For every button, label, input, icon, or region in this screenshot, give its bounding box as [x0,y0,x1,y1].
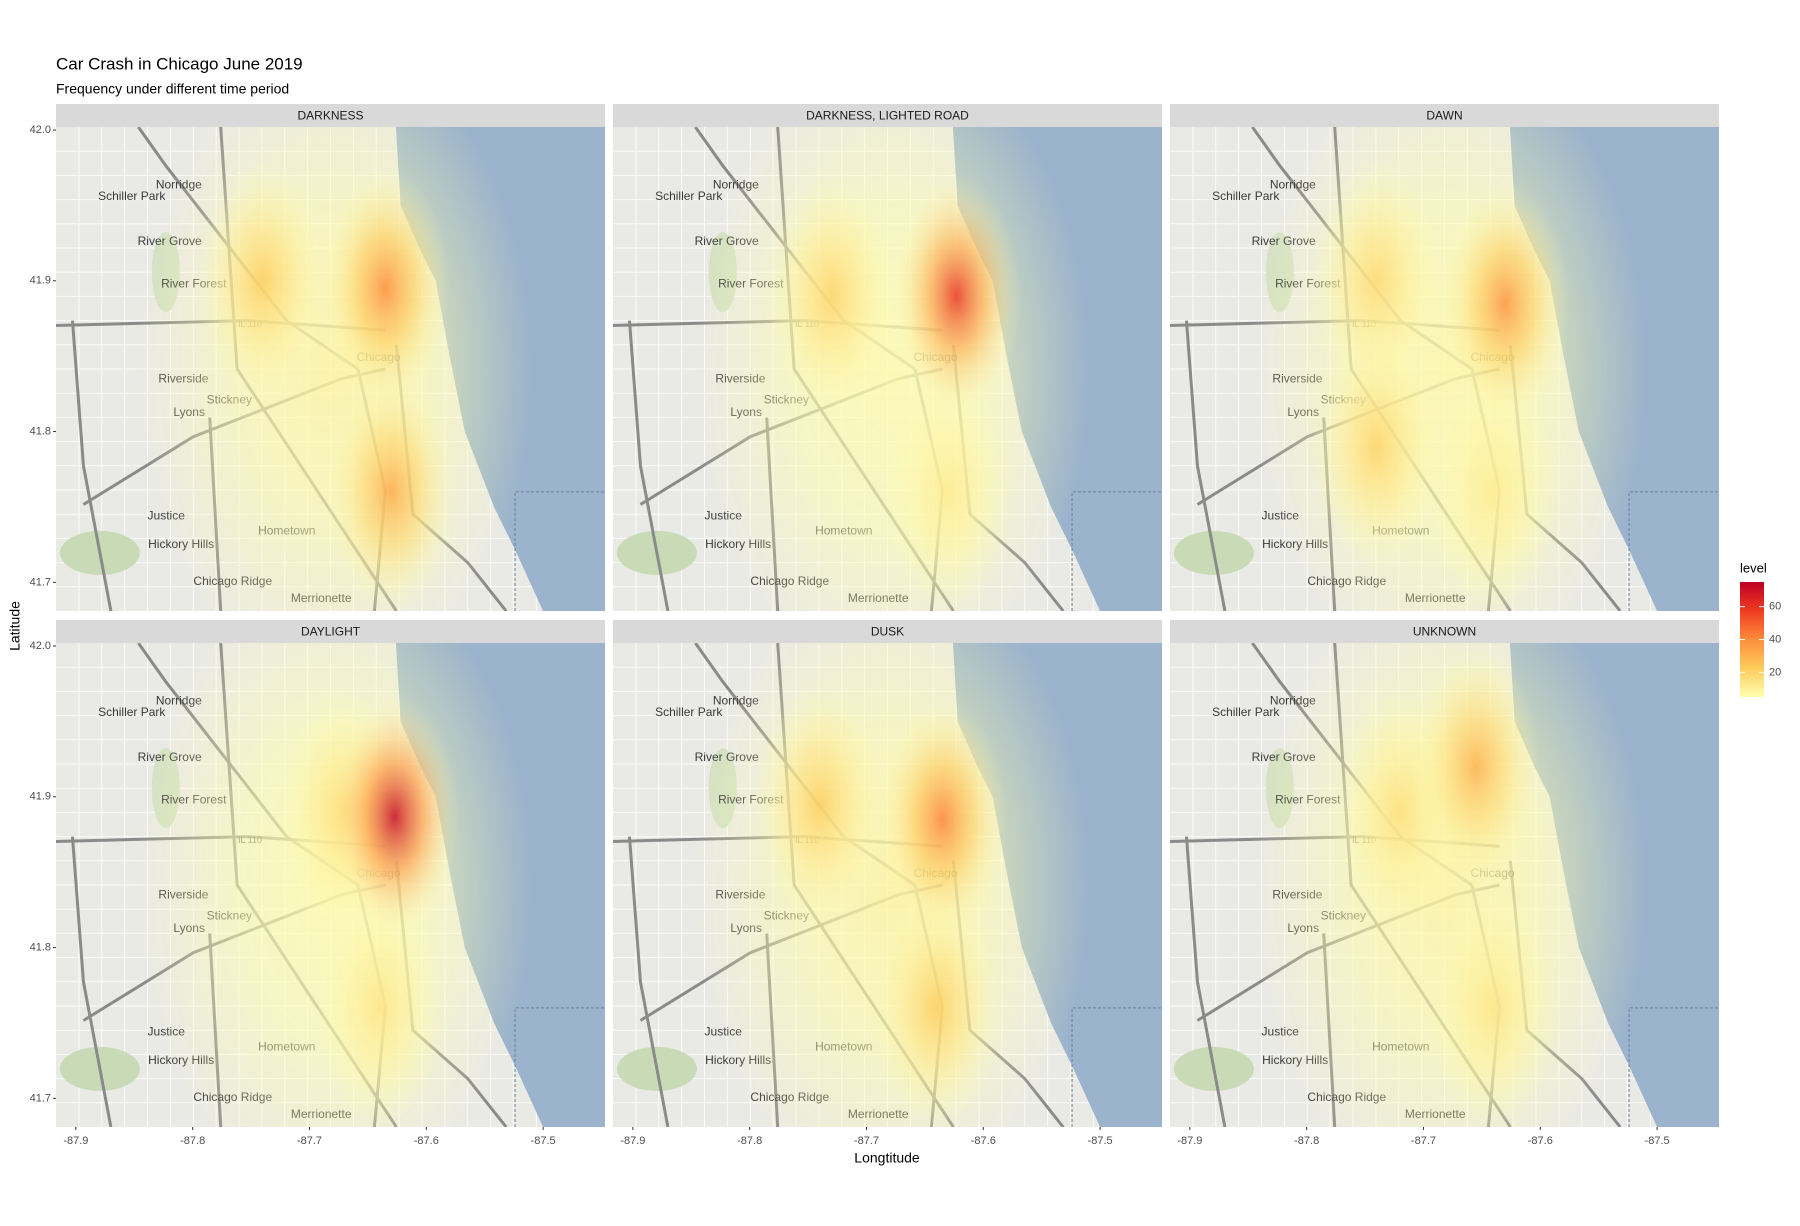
x-tick-label: -87.9 [63,1135,88,1147]
x-tick-label: -87.9 [1177,1135,1202,1147]
legend-title: level [1740,560,1767,575]
highway [70,320,113,611]
x-tick-label: -87.5 [1645,1135,1670,1147]
x-tick-label: -87.5 [1088,1135,1113,1147]
highway [627,836,670,1127]
density-hotspot [872,887,1001,1127]
density-hotspot [755,683,884,925]
density-hotspot [767,175,896,417]
legend-tick-label: 60 [1769,601,1781,613]
density-hotspot [327,371,456,611]
facet-strip [613,104,1162,127]
legend-tick-label: 20 [1769,666,1781,678]
y-axis-label: Latitude [7,601,23,651]
x-tick-label: -87.7 [1411,1135,1436,1147]
chart-subtitle: Frequency under different time period [56,81,289,97]
y-tick-label: 41.8 [30,941,51,953]
y-tick-label: 41.7 [30,576,51,588]
density-hotspot [321,167,450,409]
facet-label: DAYLIGHT [301,625,361,639]
place-label: Schiller Park [1212,189,1280,203]
facet-label: DAWN [1426,109,1462,123]
place-label: Schiller Park [98,705,166,719]
density-hotspot [1411,646,1541,888]
x-tick-label: -87.7 [297,1135,322,1147]
facet-label: DUSK [871,625,904,639]
y-tick-label: 41.9 [30,275,51,287]
chart-title: Car Crash in Chicago June 2019 [56,54,303,73]
highway [1184,320,1227,611]
x-tick-label: -87.8 [180,1135,205,1147]
place-label: Schiller Park [655,189,723,203]
y-tick-label: 41.9 [30,791,51,803]
y-tick-label: 41.8 [30,425,51,437]
map-panel: Schiller ParkNorridgeRiver GroveRiver Fo… [1170,643,1719,1127]
facet-strip [1170,104,1719,127]
x-tick-label: -87.5 [531,1135,556,1147]
y-tick-label: 42.0 [30,640,51,652]
facet-label: DARKNESS [297,109,363,123]
map-panel: Schiller ParkNorridgeRiver GroveRiver Fo… [613,643,1162,1127]
facet-strip [56,620,605,643]
density-hotspot [1429,371,1558,611]
density-hotspot [1440,182,1570,425]
place-label: Schiller Park [1212,705,1280,719]
density-hotspot [315,887,444,1127]
density-hotspot [1312,326,1441,568]
x-tick-label: -87.8 [737,1135,762,1147]
density-hotspot [691,127,1089,611]
x-tick-label: -87.6 [1528,1135,1553,1147]
highway [70,836,113,1127]
x-axis-label: Longtitude [854,1150,920,1166]
density-hotspot [134,127,532,611]
density-hotspot [330,695,459,938]
map-panel: Schiller ParkNorridgeRiver GroveRiver Fo… [613,127,1162,611]
x-tick-label: -87.6 [414,1135,439,1147]
density-hotspot [1312,160,1441,402]
density-hotspot [878,698,1007,941]
x-tick-label: -87.7 [854,1135,879,1147]
map-panel: Schiller ParkNorridgeRiver GroveRiver Fo… [56,127,605,611]
density-hotspot [1248,127,1646,611]
map-panel: Schiller ParkNorridgeRiver GroveRiver Fo… [56,643,605,1127]
density-hotspot [892,175,1021,417]
highway [1184,836,1227,1127]
facet-label: UNKNOWN [1413,625,1476,639]
facet-strip [613,620,1162,643]
place-label: Schiller Park [655,705,723,719]
x-tick-label: -87.6 [971,1135,996,1147]
x-tick-label: -87.9 [620,1135,645,1147]
density-hotspot [884,371,1013,611]
density-hotspot [198,160,327,402]
density-hotspot [1429,887,1558,1127]
place-label: Schiller Park [98,189,166,203]
highway [627,320,670,611]
y-tick-label: 42.0 [30,124,51,136]
facet-strip [1170,620,1719,643]
x-tick-label: -87.8 [1294,1135,1319,1147]
y-tick-label: 41.7 [30,1092,51,1104]
map-panel: Schiller ParkNorridgeRiver GroveRiver Fo… [1170,127,1719,611]
facet-label: DARKNESS, LIGHTED ROAD [806,109,969,123]
facet-strip [56,104,605,127]
legend-tick-label: 40 [1769,633,1781,645]
